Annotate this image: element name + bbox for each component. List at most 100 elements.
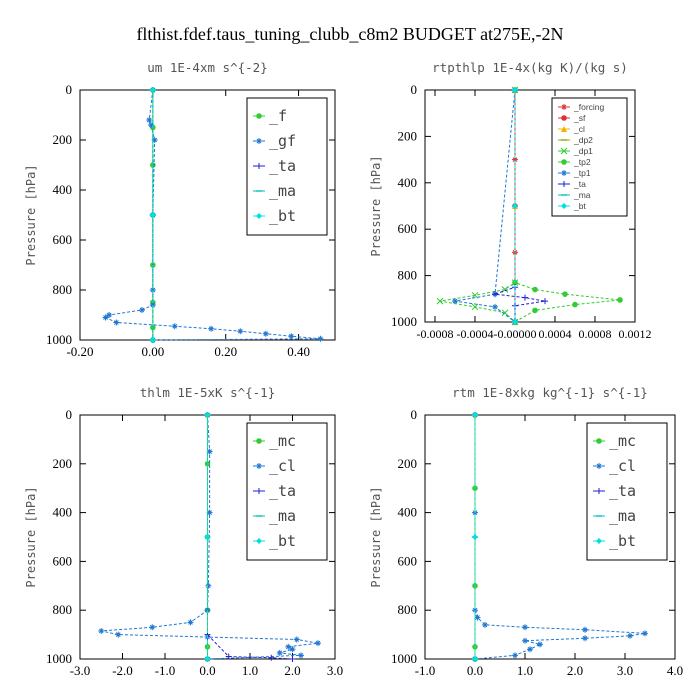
data-point [146,117,153,123]
data-point [115,631,122,638]
data-point [113,319,120,326]
y-tick-label: 200 [53,456,73,471]
chart-panel-2: rtpthlp 1E-4x(kg K)/(kg s) Pressure [hPa]… [369,60,652,341]
legend-entry: _forcing [573,102,605,112]
x-tick-label: 0.0 [467,663,483,678]
y-tick-label: 0 [411,82,418,97]
y-tick-label: 200 [398,128,418,143]
legend-entry: _ta [269,157,296,175]
x-tick-label: 1.0 [242,663,258,678]
x-tick-label: 0.0012 [619,327,652,341]
x-tick-label: -3.0 [70,663,91,678]
legend-marker [256,163,262,169]
data-point [285,643,292,650]
data-point [642,630,648,637]
x-tick-label: 0.00 [141,344,164,359]
panel-title: rtm 1E-8xkg kg^{-1} s^{-1} [452,385,648,400]
data-point [572,301,578,308]
legend: _forcing_sf_cl_dp2_dp1_tp2_tp1_ta_ma_bt [551,97,628,217]
series-bt [472,412,478,662]
data-point [171,323,178,330]
x-tick-label: 0.40 [287,344,310,359]
series-line [104,89,321,341]
plot-frame [424,89,636,323]
chart-panel-4: rtm 1E-8xkg kg^{-1} s^{-1} Pressure [hPa]… [369,385,683,678]
y-tick-label: 0 [66,407,73,422]
x-tick-label: -0.0008 [417,327,454,341]
legend-marker [596,488,602,494]
y-tick-label: 400 [53,505,73,520]
series-line [101,414,319,660]
data-point [276,649,283,656]
legend-marker [561,126,567,132]
data-point [268,654,275,661]
y-tick-label: 400 [53,182,73,197]
data-point [512,156,518,163]
legend-entry: _ma [609,507,636,525]
data-point [148,122,155,128]
y-tick-label: 0 [66,82,73,97]
legend-marker [256,488,262,494]
data-point [106,312,113,318]
y-axis-label: Pressure [hPa] [369,486,383,587]
data-point [206,448,213,455]
legend: _f _gf _ta _ma _bt [246,97,328,236]
legend-entry: _bt [573,201,586,211]
series-tp1 [452,87,518,325]
legend: _mc _cl _ta _ma _bt [586,422,668,561]
data-point [289,656,296,662]
data-point [151,137,158,143]
legend-entry: _dp2 [573,135,593,145]
data-point [288,333,295,340]
data-point [512,203,518,209]
y-tick-label: 800 [398,602,418,617]
data-point [138,307,145,313]
data-point [472,534,478,540]
y-tick-label: 800 [398,268,418,283]
y-tick-label: 1000 [46,651,72,666]
legend-entry: _cl [573,124,585,134]
data-point [204,656,211,662]
data-point [208,325,215,332]
data-point [501,309,509,317]
y-tick-label: 600 [53,553,73,568]
panels-container: um 1E-4xm s^{-2} Pressure [hPa] 0 200 400 600… [24,60,683,678]
legend-marker [596,463,602,469]
y-tick-label: 200 [53,132,73,147]
y-tick-label: 1000 [391,314,417,329]
data-point [501,286,509,293]
y-tick-label: 1000 [46,332,72,347]
y-axis-label: Pressure [hPa] [24,486,38,587]
x-tick-label: -0.00000 [494,327,537,341]
legend-marker [561,159,567,165]
legend-entry: _ma [573,190,591,200]
data-point [532,307,538,314]
legend-marker [561,170,567,176]
y-tick-label: 0 [411,407,418,422]
data-point [472,412,478,418]
data-point [617,297,623,303]
legend-entry: _bt [269,207,296,225]
data-point [205,582,212,589]
data-point [471,303,479,311]
x-tick-label: 0.0008 [579,327,612,341]
x-tick-label: -1.0 [415,663,436,678]
series-dp1 [436,86,519,326]
panel-title: um 1E-4xm s^{-2} [147,60,267,75]
legend-marker [561,104,567,110]
series-bt [512,87,518,325]
y-tick-label: 600 [398,221,418,236]
legend-marker [256,538,262,544]
data-point [315,640,321,647]
data-point [471,291,479,299]
x-tick-label: 4.0 [667,663,683,678]
figure-title: flthist.fdef.taus_tuning_clubb_c8m2 BUDG… [136,24,563,44]
legend-marker [596,538,602,544]
data-point [237,328,244,335]
data-point [512,87,518,93]
series-line [474,415,646,660]
x-tick-label: -2.0 [112,663,133,678]
series-cl [472,412,648,662]
series-line [439,90,516,323]
legend-marker [596,438,602,444]
